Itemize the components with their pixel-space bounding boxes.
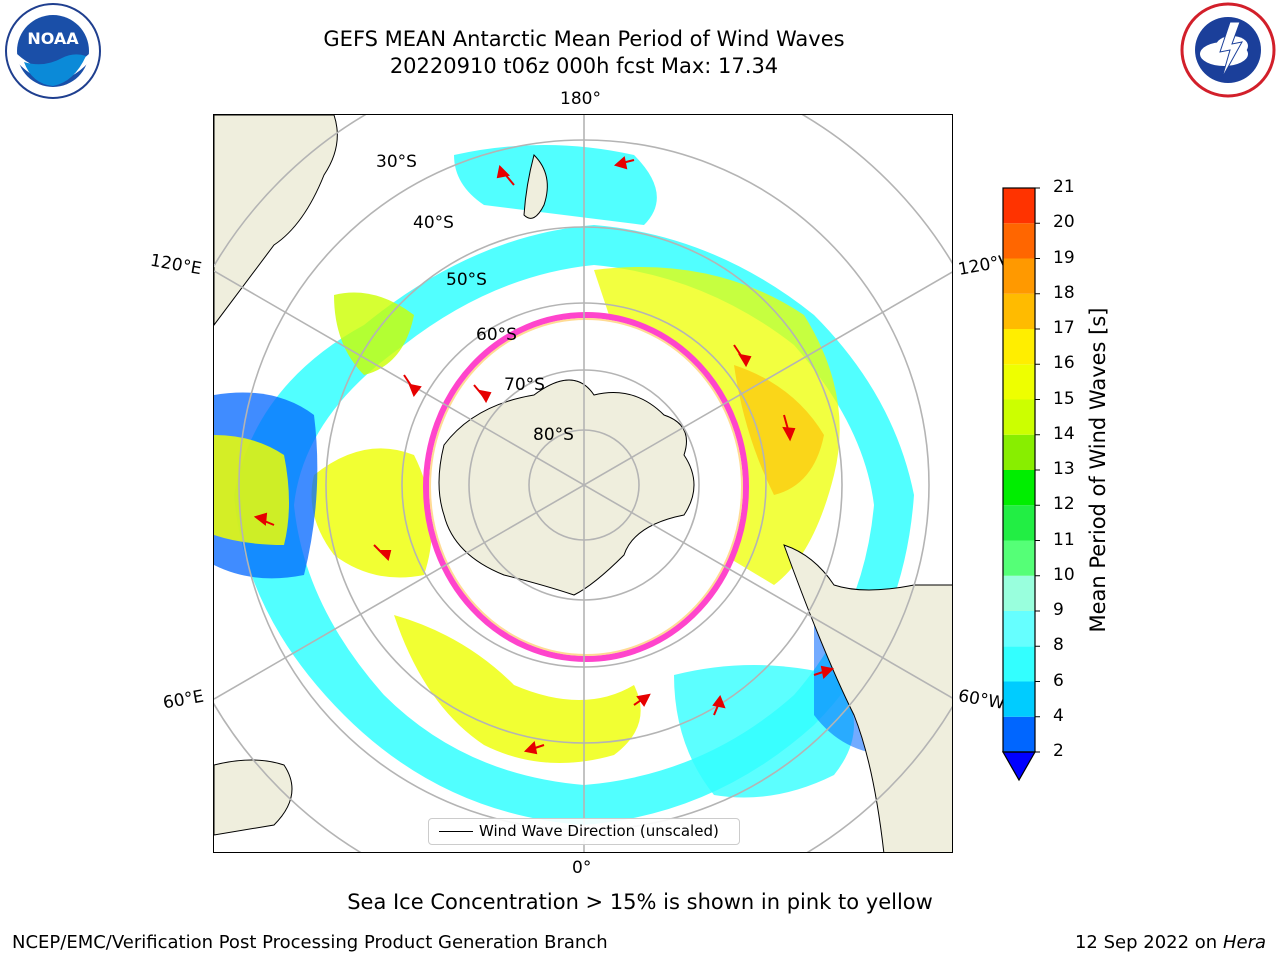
noaa-logo: NOAA: [4, 2, 102, 100]
sea-ice-note: Sea Ice Concentration > 15% is shown in …: [347, 890, 933, 914]
colorbar-label: Mean Period of Wind Waves [s]: [1086, 307, 1110, 633]
colorbar-box: [1003, 575, 1035, 611]
lat-label-80s: 80°S: [533, 425, 574, 445]
colorbar-box: [1003, 505, 1035, 541]
colorbar-box: [1003, 611, 1035, 647]
footer-branch: NCEP/EMC/Verification Post Processing Pr…: [12, 932, 608, 953]
lon-label-60w: 60°W: [956, 686, 1007, 714]
colorbar-box: [1003, 540, 1035, 576]
colorbar-box: [1003, 470, 1035, 506]
colorbar-tick-label: 13: [1053, 459, 1075, 479]
svg-text:NOAA: NOAA: [27, 29, 79, 48]
colorbar-box: [1003, 329, 1035, 365]
lat-label-70s: 70°S: [504, 375, 545, 395]
map-frame: [213, 114, 953, 853]
colorbar-tick-label: 12: [1053, 494, 1075, 515]
colorbar-tick-label: 21: [1053, 177, 1075, 197]
polar-map: [214, 115, 952, 852]
colorbar-tick-label: 17: [1053, 318, 1075, 338]
colorbar-box: [1003, 681, 1035, 717]
lon-label-120e: 120°E: [148, 250, 204, 280]
colorbar-extend-arrow: [1001, 751, 1037, 782]
footer-machine: Hera: [1222, 932, 1266, 953]
colorbar-tick-label: 19: [1053, 247, 1075, 268]
colorbar-tick-label: 20: [1053, 212, 1075, 233]
colorbar-box: [1003, 399, 1035, 435]
legend-label: Wind Wave Direction (unscaled): [479, 822, 719, 840]
wave-direction-arrows: [253, 156, 835, 755]
lat-label-40s: 40°S: [413, 213, 454, 233]
colorbar-tick-label: 16: [1053, 353, 1075, 374]
lat-label-30s: 30°S: [376, 152, 417, 172]
colorbar-box: [1003, 188, 1035, 224]
colorbar-box: [1003, 716, 1035, 752]
colorbar-tick-label: 15: [1053, 388, 1075, 409]
colorbar-tick-label: 9: [1053, 600, 1064, 620]
colorbar-tick-label: 8: [1053, 635, 1064, 656]
colorbar-tick-label: 11: [1053, 529, 1075, 550]
colorbar-box: [1003, 434, 1035, 470]
footer-date-text: 12 Sep 2022 on: [1074, 932, 1218, 953]
figure-title-line1: GEFS MEAN Antarctic Mean Period of Wind …: [323, 27, 845, 51]
colorbar-tick-label: 6: [1053, 670, 1064, 691]
colorbar-tick-label: 14: [1053, 423, 1075, 444]
footer-date: 12 Sep 2022 on Hera: [1075, 932, 1266, 953]
colorbar-tick-label: 18: [1053, 282, 1075, 303]
colorbar-box: [1003, 293, 1035, 329]
lat-label-50s: 50°S: [446, 270, 487, 290]
colorbar-box: [1003, 364, 1035, 400]
nws-logo: [1180, 2, 1276, 98]
land-masses: [214, 115, 952, 852]
lon-label-180: 180°: [560, 89, 601, 109]
figure-title-line2: 20220910 t06z 000h fcst Max: 17.34: [389, 54, 779, 78]
lon-label-60e: 60°E: [161, 686, 206, 714]
lat-label-60s: 60°S: [476, 325, 517, 345]
colorbar-box: [1003, 646, 1035, 682]
lon-label-0: 0°: [572, 858, 592, 878]
colorbar-tick-label: 10: [1053, 564, 1075, 585]
colorbar: [1000, 185, 1040, 785]
colorbar-box: [1003, 258, 1035, 294]
colorbar-tick-label: 2: [1053, 741, 1064, 761]
colorbar-tick-label: 4: [1053, 705, 1064, 726]
colorbar-box: [1003, 223, 1035, 259]
legend-line-sample: [439, 831, 473, 832]
map-legend: Wind Wave Direction (unscaled): [428, 818, 740, 845]
